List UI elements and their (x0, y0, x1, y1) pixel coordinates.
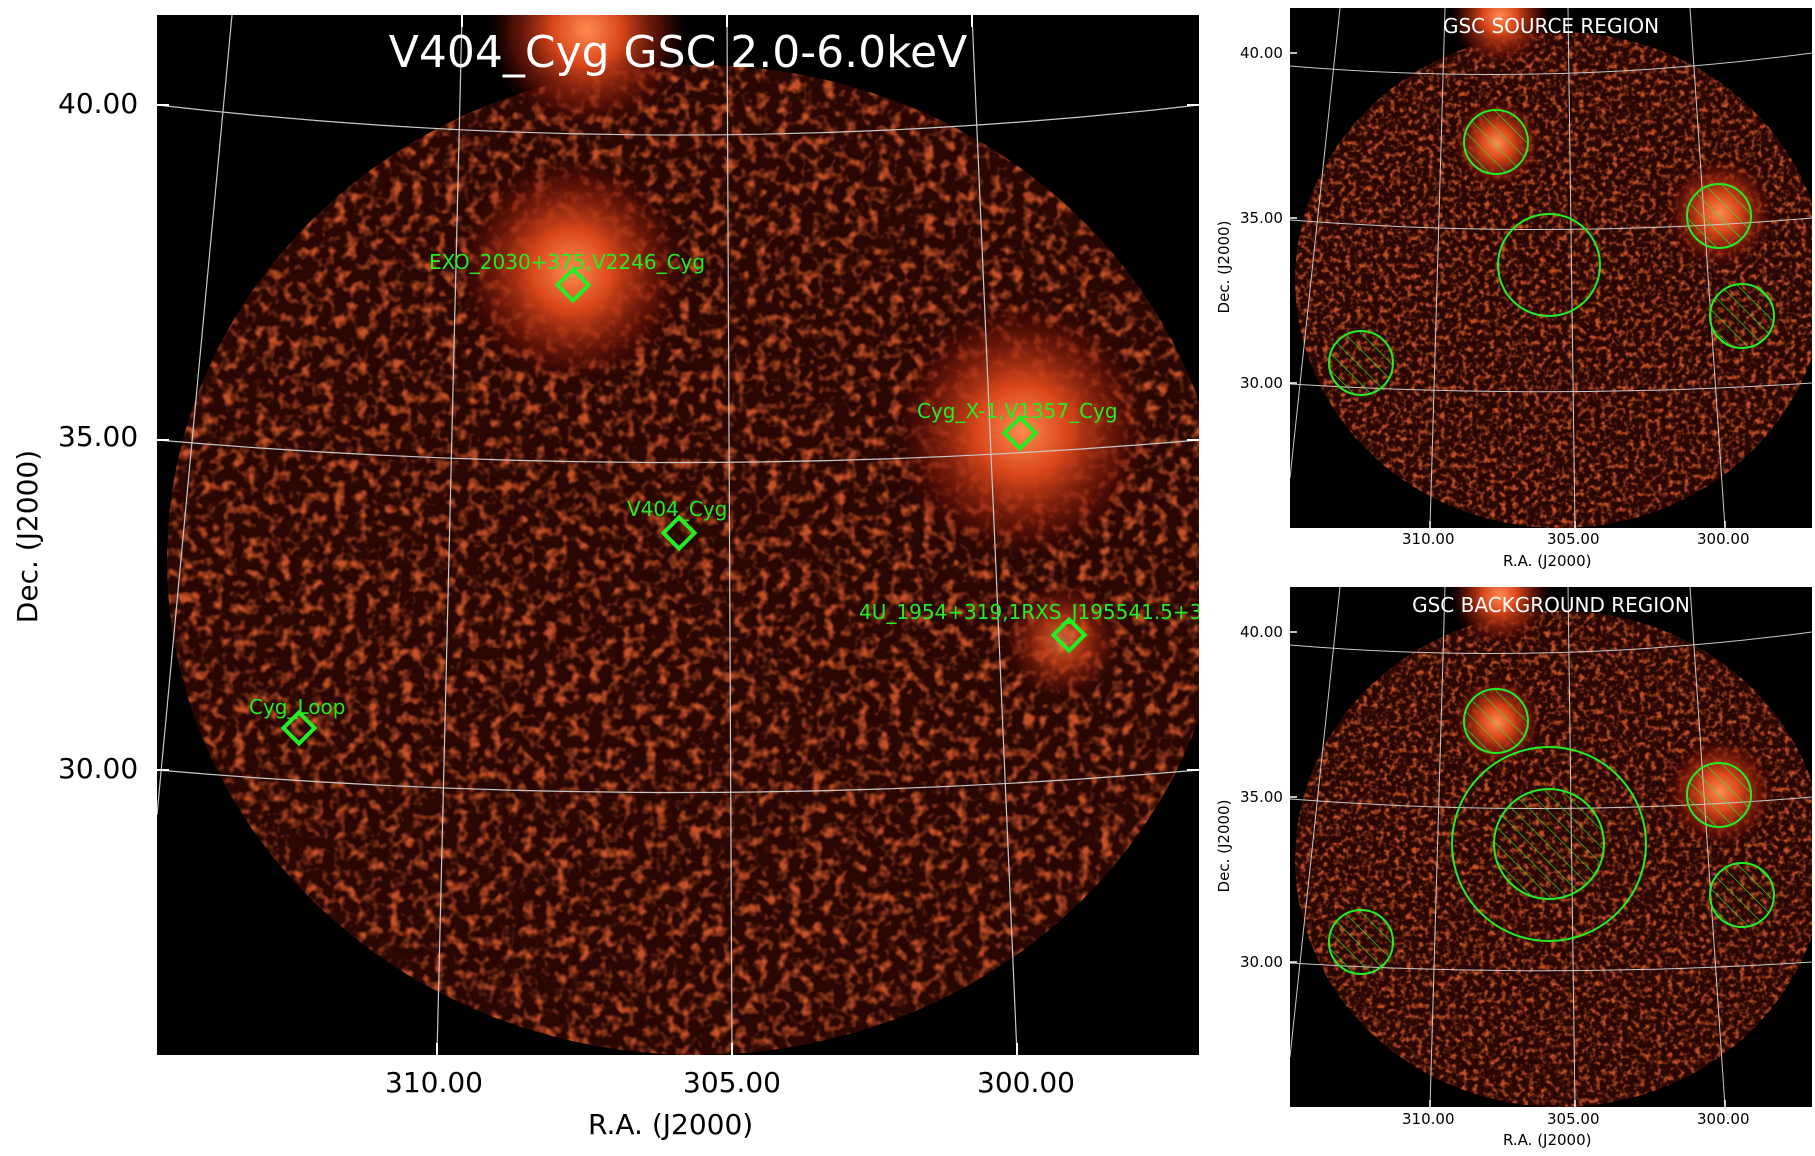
bot-xtick-305: 305.00 (1547, 1110, 1600, 1128)
grid-top-ra-310 (1429, 8, 1446, 528)
grid-ra-315 (157, 15, 233, 816)
grid-bot-ra-310 (1429, 587, 1446, 1107)
main-ytick-35: 35.00 (58, 420, 139, 453)
bot-xlabel: R.A. (J2000) (1503, 1131, 1592, 1149)
main-tick-marks (157, 15, 1199, 1055)
marker-cyg-loop (280, 709, 318, 747)
grid-dec-35 (157, 439, 1199, 464)
bg-outer-annulus (1451, 746, 1647, 942)
marker-v404-cyg (660, 514, 698, 552)
bot-ylabel: Dec. (J2000) (1215, 799, 1233, 893)
grid-top-dec-40 (1290, 52, 1812, 75)
main-sky-svg (157, 15, 1199, 1055)
source-region-image: GSC SOURCE REGION (1290, 8, 1812, 528)
label-4u-1954: 4U_1954+319,1RXS_J195541.5+3 (859, 600, 1199, 624)
grid-top-ra-300 (1689, 8, 1726, 528)
excluded-region-3 (1709, 283, 1775, 349)
bot-ytick-40: 40.00 (1240, 623, 1283, 641)
main-xtick-305: 305.00 (683, 1066, 781, 1099)
top-xtick-300: 300.00 (1697, 530, 1750, 548)
label-cyg-loop: Cyg_Loop (249, 695, 346, 719)
bright-source-cygx1 (892, 300, 1152, 560)
main-ytick-30: 30.00 (58, 752, 139, 785)
excluded-region-2 (1686, 183, 1752, 249)
top-xlabel: R.A. (J2000) (1503, 552, 1592, 570)
top-ylabel: Dec. (J2000) (1215, 220, 1233, 314)
bot-xtick-300: 300.00 (1697, 1110, 1750, 1128)
source-extraction-circle (1497, 213, 1601, 317)
top-ytick-35: 35.00 (1240, 209, 1283, 227)
grid-bot-ra-315 (1290, 587, 1341, 1058)
grid-top-ra-315 (1290, 8, 1341, 479)
main-title: V404_Cyg GSC 2.0-6.0keV (388, 27, 968, 78)
marker-4u-1954 (1050, 616, 1088, 654)
main-xlabel: R.A. (J2000) (588, 1108, 754, 1141)
marker-exo-2030 (554, 266, 592, 304)
top-ytick-30: 30.00 (1240, 374, 1283, 392)
top-ytick-40: 40.00 (1240, 44, 1283, 62)
grid-dec-40 (157, 104, 1199, 136)
background-region-svg (1290, 587, 1812, 1107)
bright-source-top (487, 15, 687, 130)
grid-ra-300 (971, 15, 1018, 1055)
glow-top-1 (1450, 8, 1550, 66)
grid-top-ra-305 (1567, 8, 1576, 528)
excluded-region-1 (1463, 109, 1529, 175)
label-exo-2030: EXO_2030+375,V2246_Cyg (429, 250, 706, 274)
bot-ytick-35: 35.00 (1240, 788, 1283, 806)
bright-source-4u (1002, 580, 1122, 700)
top-tick-marks (1290, 52, 1726, 528)
label-cyg-x1: Cyg_X-1,V1357_Cyg (917, 399, 1118, 423)
source-region-svg (1290, 8, 1812, 528)
grid-dec-30 (157, 769, 1199, 794)
bot-ytick-30: 30.00 (1240, 953, 1283, 971)
grid-ra-305 (726, 15, 733, 1055)
grid-bot-dec-40 (1290, 631, 1812, 654)
main-sky-image: V404_Cyg GSC 2.0-6.0keV EXO_2030+375,V22… (157, 15, 1199, 1055)
bg-excluded-region-3 (1709, 862, 1775, 928)
excluded-region-4 (1328, 330, 1394, 396)
bot-xtick-310: 310.00 (1402, 1110, 1455, 1128)
main-xtick-300: 300.00 (977, 1066, 1075, 1099)
marker-cyg-x1 (1001, 414, 1039, 452)
main-ylabel: Dec. (J2000) (11, 449, 44, 624)
background-region-title: GSC BACKGROUND REGION (1412, 593, 1690, 617)
glow-bot-1 (1450, 587, 1550, 645)
top-xtick-310: 310.00 (1402, 530, 1455, 548)
main-xtick-310: 310.00 (385, 1066, 483, 1099)
bg-excluded-region-4 (1328, 909, 1394, 975)
grid-bot-ra-300 (1689, 587, 1726, 1107)
background-region-image: GSC BACKGROUND REGION (1290, 587, 1812, 1107)
bg-inner-excluded-circle (1493, 788, 1605, 900)
main-ytick-40: 40.00 (58, 87, 139, 120)
bg-excluded-region-1 (1463, 688, 1529, 754)
bg-excluded-region-2 (1686, 762, 1752, 828)
grid-ra-310 (436, 15, 463, 1055)
top-xtick-305: 305.00 (1547, 530, 1600, 548)
bottom-tick-marks (1290, 631, 1726, 1107)
label-v404-cyg: V404_Cyg (627, 497, 728, 521)
source-region-title: GSC SOURCE REGION (1442, 14, 1660, 38)
